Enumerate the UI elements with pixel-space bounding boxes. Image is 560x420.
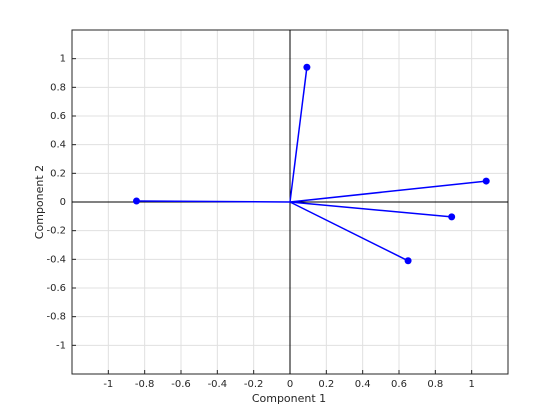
y-tick-label: -0.2 [46, 226, 66, 237]
vector [289, 67, 308, 203]
y-axis-label: Component 2 [33, 165, 46, 239]
y-tick-label: 0.8 [50, 82, 66, 93]
vector-point [448, 213, 456, 221]
y-tick-label: 0.6 [50, 111, 66, 122]
x-tick-label: 0.4 [355, 379, 371, 390]
vector [136, 200, 291, 203]
y-tick-label: -1 [56, 340, 66, 351]
x-tick-label: 1 [468, 379, 474, 390]
x-tick-label: -0.6 [171, 379, 191, 390]
y-tick-label: -0.6 [46, 283, 66, 294]
vector [289, 201, 452, 218]
x-tick-label: -0.4 [208, 379, 228, 390]
vector [289, 180, 487, 203]
x-tick-label: 0.6 [391, 379, 407, 390]
vector-point [404, 257, 412, 265]
x-axis-label: Component 1 [252, 392, 326, 405]
x-tick-label: 0.2 [318, 379, 334, 390]
vector-point [482, 177, 490, 185]
x-tick-label: 0.8 [427, 379, 443, 390]
vector-point [303, 63, 311, 71]
x-tick-label: -0.8 [135, 379, 155, 390]
y-tick-label: 1 [60, 54, 66, 65]
x-tick-label: 0 [287, 379, 293, 390]
y-tick-label: 0 [60, 197, 66, 208]
vector-point [132, 197, 140, 205]
y-tick-label: -0.8 [46, 312, 66, 323]
y-tick-label: 0.4 [50, 140, 66, 151]
vector [289, 201, 409, 262]
y-tick-label: 0.2 [50, 168, 66, 179]
x-tick-label: -1 [103, 379, 113, 390]
y-tick-label: -0.4 [46, 254, 66, 265]
x-tick-label: -0.2 [244, 379, 264, 390]
